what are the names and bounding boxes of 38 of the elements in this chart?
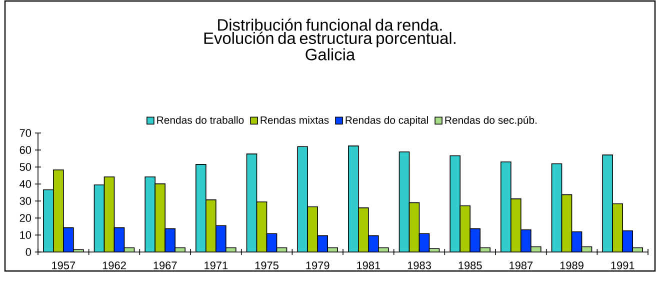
legend-label: Rendas do traballo: [157, 116, 244, 124]
y-tick-label: 30: [20, 197, 32, 205]
legend-label: Rendas mixtas: [260, 116, 329, 124]
bar: [256, 202, 267, 252]
y-tick-label: 0: [26, 248, 32, 256]
x-tick-label: 1962: [102, 262, 126, 270]
bar: [399, 152, 410, 252]
x-tick-label: 1985: [458, 262, 482, 270]
x-tick-label: 1957: [52, 262, 76, 270]
x-tick-label: 1983: [408, 262, 431, 270]
x-tick-label: 1987: [510, 262, 533, 270]
y-tick-label: 50: [20, 163, 32, 171]
legend-label: Rendas do sec.púb.: [445, 116, 536, 126]
bar: [114, 228, 124, 252]
y-tick-label: 70: [20, 129, 32, 137]
x-tick-label: 1991: [611, 262, 634, 270]
chart-subtitle: Galicia: [306, 48, 356, 60]
bar: [94, 184, 104, 252]
x-tick-label: 1989: [560, 262, 584, 270]
x-tick-label: 1981: [357, 262, 380, 270]
y-tick-label: 10: [20, 231, 32, 239]
bar: [266, 234, 277, 252]
bar: [572, 232, 582, 252]
bar: [562, 194, 572, 252]
bar: [419, 234, 430, 252]
y-tick-label: 60: [20, 146, 32, 154]
bar: [552, 164, 562, 252]
chart-title: Distribución funcional da renda. Evolución da estructura porcentual.: [204, 18, 456, 48]
bar: [104, 176, 114, 252]
y-tick-label: 40: [20, 180, 32, 188]
x-tick-label: 1975: [255, 262, 278, 270]
bar: [246, 154, 257, 252]
bar: [409, 202, 420, 252]
legend-label: Rendas do capital: [346, 116, 428, 126]
x-tick-label: 1971: [204, 262, 228, 270]
x-tick-label: 1979: [306, 262, 330, 270]
y-tick-label: 20: [20, 214, 32, 222]
x-tick-label: 1967: [154, 262, 177, 270]
